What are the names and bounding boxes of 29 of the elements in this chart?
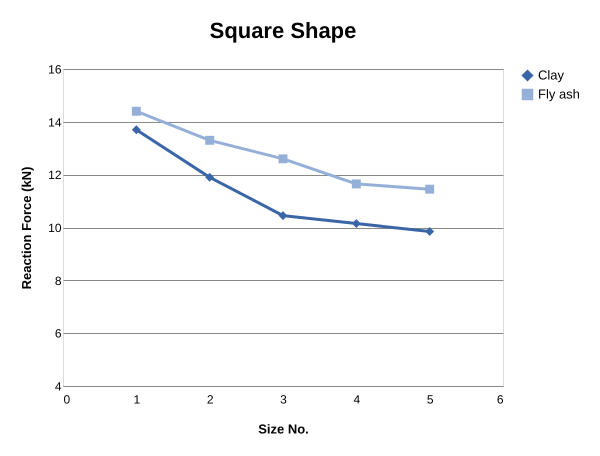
- legend-label: Fly ash: [538, 86, 580, 102]
- legend-label: Clay: [538, 68, 565, 82]
- x-tick-label: 5: [426, 392, 434, 406]
- y-axis-title: Reaction Force (kN): [19, 166, 34, 290]
- x-axis-title: Size No.: [258, 422, 309, 436]
- point: [352, 179, 361, 188]
- point: [425, 184, 434, 194]
- x-tick-label: 2: [206, 392, 214, 406]
- y-tick-label: 6: [54, 326, 62, 341]
- x-tick-label: 4: [353, 392, 360, 406]
- y-tick-label: 8: [54, 274, 62, 288]
- point: [132, 125, 141, 134]
- y-tick-label: 10: [48, 221, 62, 235]
- x-tick-label: 0: [64, 392, 70, 406]
- point: [278, 211, 288, 220]
- y-tick-label: 4: [54, 380, 62, 394]
- y-tick-label: 16: [48, 62, 62, 76]
- point: [205, 172, 214, 182]
- chart-title: Square Shape: [210, 18, 356, 43]
- y-tick-label: 12: [48, 168, 62, 182]
- point: [352, 219, 361, 228]
- point: [425, 226, 434, 236]
- point: [278, 154, 288, 164]
- x-tick-label: 1: [133, 392, 140, 406]
- point: [205, 136, 214, 145]
- x-tick-label: 6: [496, 392, 504, 406]
- y-tick-label: 14: [48, 115, 62, 130]
- point: [132, 106, 141, 116]
- x-tick-label: 3: [280, 392, 288, 406]
